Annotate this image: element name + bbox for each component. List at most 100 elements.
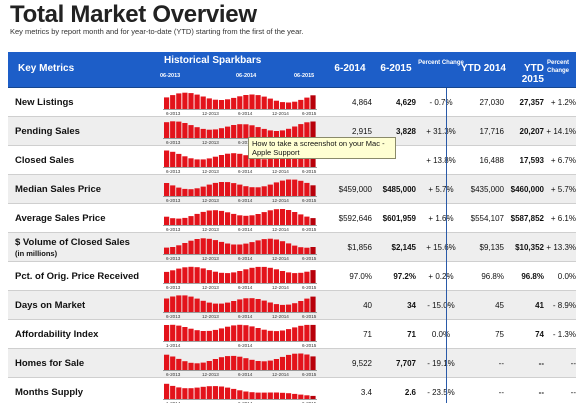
sparkbar xyxy=(231,388,237,399)
sparkbar-tick-label: 12-2013 xyxy=(202,169,219,174)
sparkbar xyxy=(243,358,249,370)
sparkbar-tick-label: 12-2014 xyxy=(272,111,289,116)
table-row: Homes for Sale 6-2013 12-2013 6-2014 12-2014… xyxy=(8,349,576,378)
sparkbar xyxy=(170,296,176,312)
sparkbar-tick-label: 1-2014 xyxy=(166,343,181,348)
table-row: Average Sales Price 6-2013 12-2013 6-2014 12… xyxy=(8,204,576,233)
sparkbar xyxy=(164,122,170,138)
sparkbar xyxy=(218,182,225,196)
sparkbar xyxy=(231,125,237,138)
sparkbar xyxy=(182,156,188,167)
sparkbar xyxy=(298,325,304,341)
metric-label: $ Volume of Closed Sales (in millions) xyxy=(15,237,130,259)
sparkbar xyxy=(292,353,298,370)
sparkbar xyxy=(194,298,200,312)
sparkbar xyxy=(298,394,304,399)
sparkbar xyxy=(182,388,188,399)
sparkbar xyxy=(237,184,243,196)
sparkbar xyxy=(218,328,225,341)
sparkbar xyxy=(310,151,316,167)
percent-change: - 0.7% xyxy=(429,98,453,107)
sparkbar xyxy=(279,209,286,225)
sparkbar xyxy=(164,150,170,167)
value-2015: 3,828 xyxy=(395,127,416,136)
ytd-2014: 75 xyxy=(495,330,504,339)
sparkbar xyxy=(206,158,212,167)
sparkbar xyxy=(279,392,286,399)
sparkbar xyxy=(164,216,170,225)
sparkbar xyxy=(194,188,200,196)
sparkbar xyxy=(218,210,225,225)
ytd-2015: 20,207 xyxy=(519,127,544,136)
ytd-2014: 96.8% xyxy=(481,272,504,281)
sparkbar xyxy=(176,268,182,283)
sparkbar xyxy=(243,124,249,138)
ytd-percent-change: -- xyxy=(570,359,576,368)
sparkbar xyxy=(170,356,176,370)
table-row: New Listings 6-2013 12-2013 6-2014 12-2014 6-… xyxy=(8,88,576,117)
sparkbar xyxy=(225,273,231,283)
sparkbar xyxy=(206,302,212,312)
sparkbar xyxy=(267,330,273,341)
sparkbar xyxy=(279,330,286,341)
sparkbar xyxy=(286,153,292,167)
header-key-metrics: Key Metrics xyxy=(18,63,75,74)
sparkbar-tick-label: 6-2014 xyxy=(238,401,253,403)
sparkbar xyxy=(286,128,292,138)
metric-label: Affordability Index xyxy=(15,329,98,340)
sparkbar xyxy=(225,243,231,254)
sparkbar xyxy=(176,218,182,225)
sparkbar xyxy=(164,271,170,283)
sparkbar xyxy=(249,359,255,370)
sparkbar xyxy=(286,102,292,109)
sparkbar xyxy=(249,392,255,399)
sparkbar xyxy=(273,182,279,196)
sparkbar xyxy=(249,242,255,254)
header-ytd-2014: YTD 2014 xyxy=(460,63,506,74)
sparkbar xyxy=(164,247,170,254)
sparkbar xyxy=(170,324,176,341)
table-row: Months Supply 1-2014 6-2014 6-2015 3.4 2.6 - 2… xyxy=(8,378,576,403)
sparkbar xyxy=(286,304,292,312)
sparkbar xyxy=(188,388,194,399)
sparkbar xyxy=(286,243,292,254)
sparkbar xyxy=(292,303,298,312)
percent-change: + 5.7% xyxy=(428,185,454,194)
sparkbar-tick-label: 6-2014 xyxy=(238,111,253,116)
sparkbar-tick-label: 6-2015 xyxy=(302,169,317,174)
value-2015: 71 xyxy=(407,330,416,339)
sparkbar xyxy=(279,180,286,196)
sparkbar-chart: 6-2013 12-2013 6-2014 12-2014 6-2015 xyxy=(160,89,320,116)
sparkbar-tick-label: 6-2013 xyxy=(166,285,181,290)
sparkbar xyxy=(212,210,218,225)
metric-name: Affordability Index xyxy=(15,329,99,340)
sparkbar-tick-label: 6-2013 xyxy=(166,256,181,261)
sparkbar xyxy=(218,100,225,109)
sparkbar-tick-label: 6-2014 xyxy=(238,140,253,145)
sparkbar-tick-label: 6-2015 xyxy=(302,198,317,203)
ytd-2014: $435,000 xyxy=(470,185,504,194)
sparkbar xyxy=(310,395,316,399)
percent-change: - 15.0% xyxy=(427,301,455,310)
sparkbar xyxy=(279,155,286,167)
sparkbar xyxy=(279,356,286,370)
sparkbar xyxy=(286,354,292,370)
sparkbar xyxy=(206,238,212,254)
sparkbar xyxy=(170,185,176,196)
sparkbar xyxy=(237,390,243,399)
sparkbar xyxy=(292,151,298,167)
sparkbar-tick-label: 12-2014 xyxy=(272,169,289,174)
sparkbar xyxy=(255,299,261,312)
sparkbar xyxy=(200,128,206,138)
sparkbar-tick-label: 6-2013 xyxy=(166,169,181,174)
sparkbar xyxy=(261,300,267,312)
sparkbar-tick-label: 1-2014 xyxy=(166,401,181,403)
sparkbar xyxy=(237,124,243,138)
sparkbar xyxy=(261,239,267,254)
sparkbar xyxy=(304,247,310,254)
sparkbar xyxy=(243,243,249,254)
sparkbar-tick-label: 6-2015 xyxy=(302,285,317,290)
header-sparkbars: Historical Sparkbars xyxy=(164,55,262,66)
sparkbar xyxy=(237,356,243,370)
tooltip: How to take a screenshot on your Mac - A… xyxy=(248,137,396,159)
